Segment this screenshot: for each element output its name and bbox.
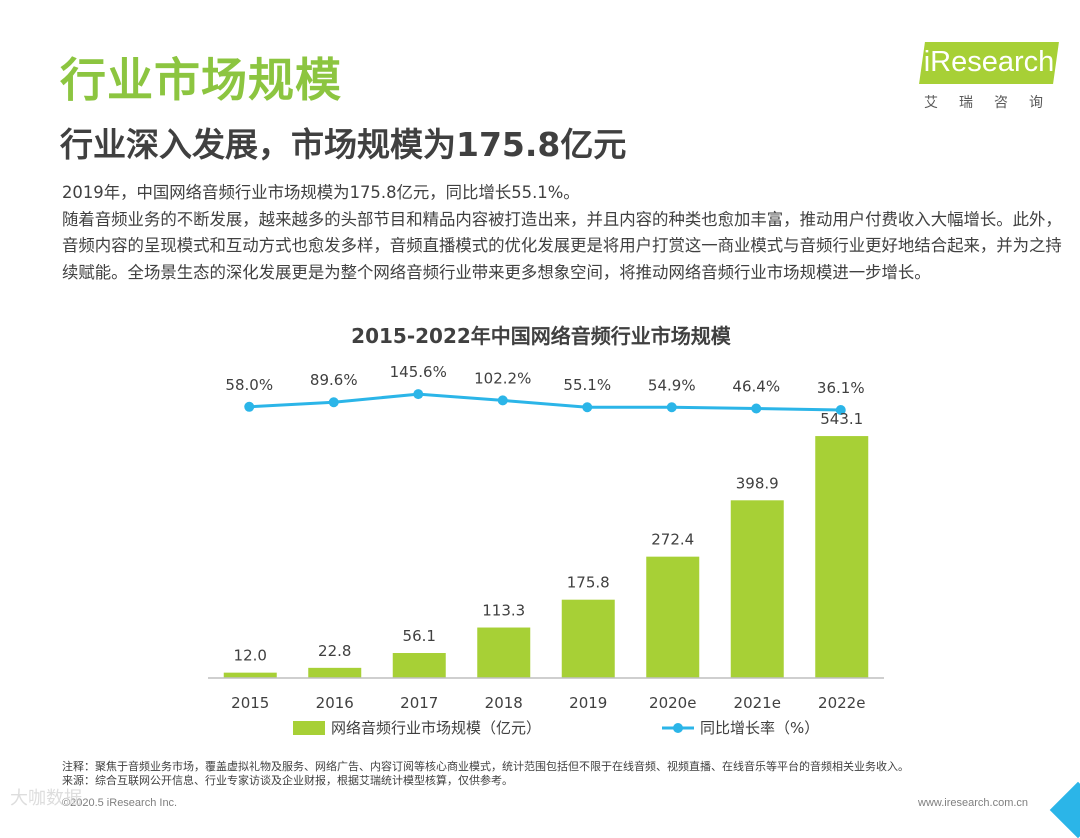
bar-2015 — [223, 672, 277, 678]
growth-label-2019: 55.1% — [563, 376, 611, 394]
bar-layer: 12.0 22.8 56.1 113.3 175.8 272.4 398.9 543.1 — [223, 410, 869, 678]
bar-label-2019: 175.8 — [567, 574, 610, 592]
growth-point-2022e — [835, 404, 846, 415]
bar-2021e — [730, 500, 784, 678]
page-title: 行业市场规模 — [60, 53, 342, 107]
x-tick-2016: 2016 — [316, 694, 354, 712]
growth-point-2016 — [328, 397, 339, 408]
x-tick-2020e: 2020e — [649, 694, 696, 712]
legend-bar-label: 网络音频行业市场规模（亿元） — [331, 719, 541, 737]
bar-2018 — [477, 627, 531, 678]
bar-label-2018: 113.3 — [482, 602, 525, 620]
summary-line-1: 2019年，中国网络音频行业市场规模为175.8亿元，同比增长55.1%。 — [62, 183, 580, 202]
growth-label-2017: 145.6% — [390, 363, 447, 381]
x-tick-2022e: 2022e — [818, 694, 865, 712]
copyright: ©2020.5 iResearch Inc. — [62, 797, 178, 809]
legend-line-label: 同比增长率（%） — [700, 719, 819, 737]
x-tick-2018: 2018 — [485, 694, 523, 712]
summary-paragraph: 2019年，中国网络音频行业市场规模为175.8亿元，同比增长55.1%。 随着… — [62, 180, 1062, 286]
bar-label-2021e: 398.9 — [736, 474, 779, 492]
bar-label-2022e: 543.1 — [820, 410, 863, 428]
legend-line-marker — [673, 723, 683, 733]
bar-2022e — [815, 436, 869, 678]
note-text: 注释：聚焦于音频业务市场，覆盖虚拟礼物及服务、网络广告、内容订阅等核心商业模式，… — [62, 760, 909, 773]
growth-point-2017 — [413, 389, 424, 400]
growth-line-layer: 58.0% 89.6% 145.6% 102.2% 55.1% 54.9% 46.4% 36.… — [225, 363, 865, 415]
website-link[interactable]: www.iresearch.com.cn — [918, 797, 1029, 809]
x-tick-layer: 2015 2016 2017 2018 2019 2020e 2021e 2022e — [231, 694, 865, 712]
growth-label-2021e: 46.4% — [732, 377, 780, 395]
bar-2017 — [392, 653, 446, 678]
iresearch-logo: iResearch 艾瑞咨询 — [918, 42, 1060, 116]
x-tick-2021e: 2021e — [734, 694, 781, 712]
growth-rate-line — [249, 392, 841, 412]
bar-label-2015: 12.0 — [234, 647, 267, 665]
growth-label-2016: 89.6% — [310, 371, 358, 389]
bar-2020e — [646, 556, 700, 678]
legend-bar-swatch — [293, 721, 325, 735]
corner-decoration — [1049, 781, 1080, 838]
growth-point-2021e — [751, 403, 762, 414]
growth-point-2018 — [497, 395, 508, 406]
source-text: 来源：综合互联网公开信息、行业专家访谈及企业财报，根据艾瑞统计模型核算，仅供参考… — [62, 773, 513, 787]
market-size-chart: 2015-2022年中国网络音频行业市场规模 58.0% 89.6% 145.6% 1… — [208, 324, 884, 737]
chart-title: 2015-2022年中国网络音频行业市场规模 — [351, 324, 732, 348]
legend: 网络音频行业市场规模（亿元） 同比增长率（%） — [293, 719, 819, 737]
x-tick-2019: 2019 — [569, 694, 607, 712]
x-tick-2015: 2015 — [231, 694, 269, 712]
watermark-text: 大咖数据 — [10, 788, 82, 809]
x-tick-2017: 2017 — [400, 694, 438, 712]
growth-label-2015: 58.0% — [225, 376, 273, 394]
bar-2016 — [308, 667, 362, 678]
logo-brand: iResearch — [923, 46, 1055, 78]
growth-point-2015 — [244, 401, 255, 412]
bar-label-2016: 22.8 — [318, 642, 351, 660]
growth-label-2020e: 54.9% — [648, 376, 696, 394]
summary-line-2: 随着音频业务的不断发展，越来越多的头部节目和精品内容被打造出来，并且内容的种类也… — [62, 209, 1062, 282]
growth-point-2020e — [666, 402, 677, 413]
growth-point-2019 — [582, 402, 593, 413]
logo-subtitle: 艾瑞咨询 — [924, 95, 1064, 111]
bar-2019 — [561, 599, 615, 678]
growth-label-2022e: 36.1% — [817, 379, 865, 397]
bar-label-2017: 56.1 — [403, 627, 436, 645]
bar-label-2020e: 272.4 — [651, 531, 694, 549]
chart-notes: 注释：聚焦于音频业务市场，覆盖虚拟礼物及服务、网络广告、内容订阅等核心商业模式，… — [62, 760, 1062, 787]
page-subtitle: 行业深入发展，市场规模为175.8亿元 — [60, 125, 627, 164]
growth-label-2018: 102.2% — [474, 369, 531, 387]
